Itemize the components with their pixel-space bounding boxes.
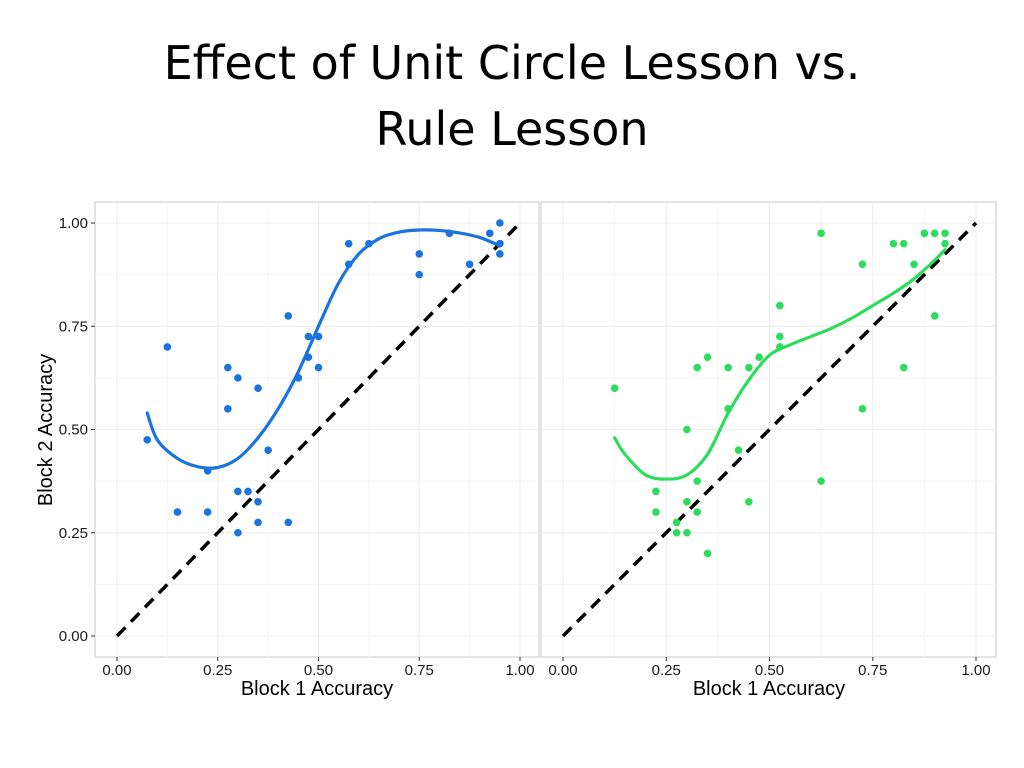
data-point bbox=[817, 477, 825, 485]
data-point bbox=[496, 219, 504, 227]
data-point bbox=[284, 518, 293, 527]
data-point bbox=[652, 508, 660, 516]
data-point bbox=[610, 384, 619, 393]
x-axis-title-right: Block 1 Accuracy bbox=[693, 678, 845, 700]
data-point bbox=[899, 239, 908, 248]
data-point bbox=[163, 343, 172, 351]
data-point bbox=[652, 487, 660, 496]
y-axis-title: Block 2 Accuracy bbox=[35, 354, 57, 506]
reference-line bbox=[561, 221, 978, 638]
data-point bbox=[776, 301, 784, 310]
x-tick-label: 0.00 bbox=[548, 662, 577, 679]
data-point bbox=[693, 508, 702, 516]
data-point bbox=[683, 497, 691, 506]
data-point bbox=[683, 528, 691, 537]
x-axis-title-left: Block 1 Accuracy bbox=[241, 678, 393, 700]
y-tick-label: 0.75 bbox=[59, 318, 88, 335]
x-tick-label: 0.25 bbox=[652, 662, 681, 679]
data-point bbox=[415, 250, 424, 258]
x-tick-label: 1.00 bbox=[961, 662, 990, 679]
y-tick-label: 0.25 bbox=[59, 525, 88, 542]
data-point bbox=[910, 260, 918, 269]
data-point bbox=[415, 270, 424, 279]
data-point bbox=[858, 405, 867, 413]
x-tick-label: 0.50 bbox=[304, 662, 333, 679]
x-tick-label: 1.00 bbox=[505, 662, 534, 679]
data-point bbox=[693, 363, 702, 372]
data-point bbox=[203, 508, 212, 516]
data-point bbox=[304, 332, 313, 341]
slide-title-line-1: Effect of Unit Circle Lesson vs. bbox=[163, 36, 861, 90]
data-point bbox=[941, 229, 949, 238]
data-point bbox=[899, 363, 908, 372]
data-point bbox=[234, 528, 242, 537]
x-tick-label: 0.50 bbox=[755, 662, 784, 679]
data-point bbox=[745, 497, 753, 506]
data-point bbox=[496, 250, 504, 258]
data-point bbox=[858, 260, 867, 269]
data-point bbox=[264, 446, 272, 454]
y-tick-label: 1.00 bbox=[59, 215, 88, 232]
trend-line bbox=[145, 228, 502, 470]
data-point bbox=[173, 508, 182, 516]
y-tick-label: 0.50 bbox=[59, 422, 88, 439]
trend-line bbox=[613, 248, 947, 481]
reference-line bbox=[115, 221, 522, 638]
data-point bbox=[465, 260, 474, 269]
data-point bbox=[224, 405, 232, 413]
data-point bbox=[683, 425, 691, 434]
data-point bbox=[703, 353, 712, 362]
data-point bbox=[776, 332, 784, 341]
data-point bbox=[920, 229, 929, 238]
x-tick-label: 0.75 bbox=[858, 662, 887, 679]
data-point bbox=[143, 436, 152, 444]
data-point bbox=[224, 363, 232, 372]
data-point bbox=[244, 487, 252, 496]
y-tick-label: 0.00 bbox=[59, 628, 88, 645]
data-point bbox=[314, 363, 323, 372]
data-point bbox=[703, 549, 712, 558]
data-point bbox=[284, 312, 293, 320]
data-point bbox=[817, 229, 825, 238]
data-point bbox=[344, 239, 353, 248]
panel-left: 0.00 0.25 0.50 0.75 1.00 0.00 0.25 0.50 0.75 1.00 bbox=[59, 201, 540, 679]
data-point bbox=[234, 487, 242, 496]
data-point bbox=[314, 332, 323, 341]
x-tick-label: 0.25 bbox=[203, 662, 232, 679]
data-point bbox=[724, 363, 732, 372]
data-point bbox=[941, 239, 949, 248]
x-tick-label: 0.00 bbox=[102, 662, 131, 679]
slide-title: Effect of Unit Circle Lesson vs. Rule Le… bbox=[0, 30, 1024, 162]
data-point bbox=[930, 229, 939, 238]
data-point bbox=[672, 518, 681, 527]
data-point bbox=[254, 497, 262, 506]
data-point bbox=[755, 353, 763, 362]
data-point bbox=[745, 363, 753, 372]
data-point bbox=[930, 312, 939, 320]
data-point bbox=[254, 384, 262, 393]
data-point bbox=[672, 528, 681, 537]
data-point bbox=[485, 229, 494, 238]
x-tick-label: 0.75 bbox=[405, 662, 434, 679]
data-point bbox=[254, 518, 262, 527]
data-point bbox=[693, 477, 702, 485]
slide-title-line-2: Rule Lesson bbox=[375, 102, 649, 156]
data-point bbox=[734, 446, 743, 454]
panel-right: 0.00 0.25 0.50 0.75 1.00 bbox=[540, 201, 997, 679]
data-point bbox=[889, 239, 898, 248]
data-point bbox=[234, 374, 242, 382]
